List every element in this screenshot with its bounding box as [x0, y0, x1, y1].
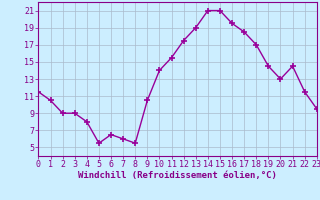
X-axis label: Windchill (Refroidissement éolien,°C): Windchill (Refroidissement éolien,°C)	[78, 171, 277, 180]
